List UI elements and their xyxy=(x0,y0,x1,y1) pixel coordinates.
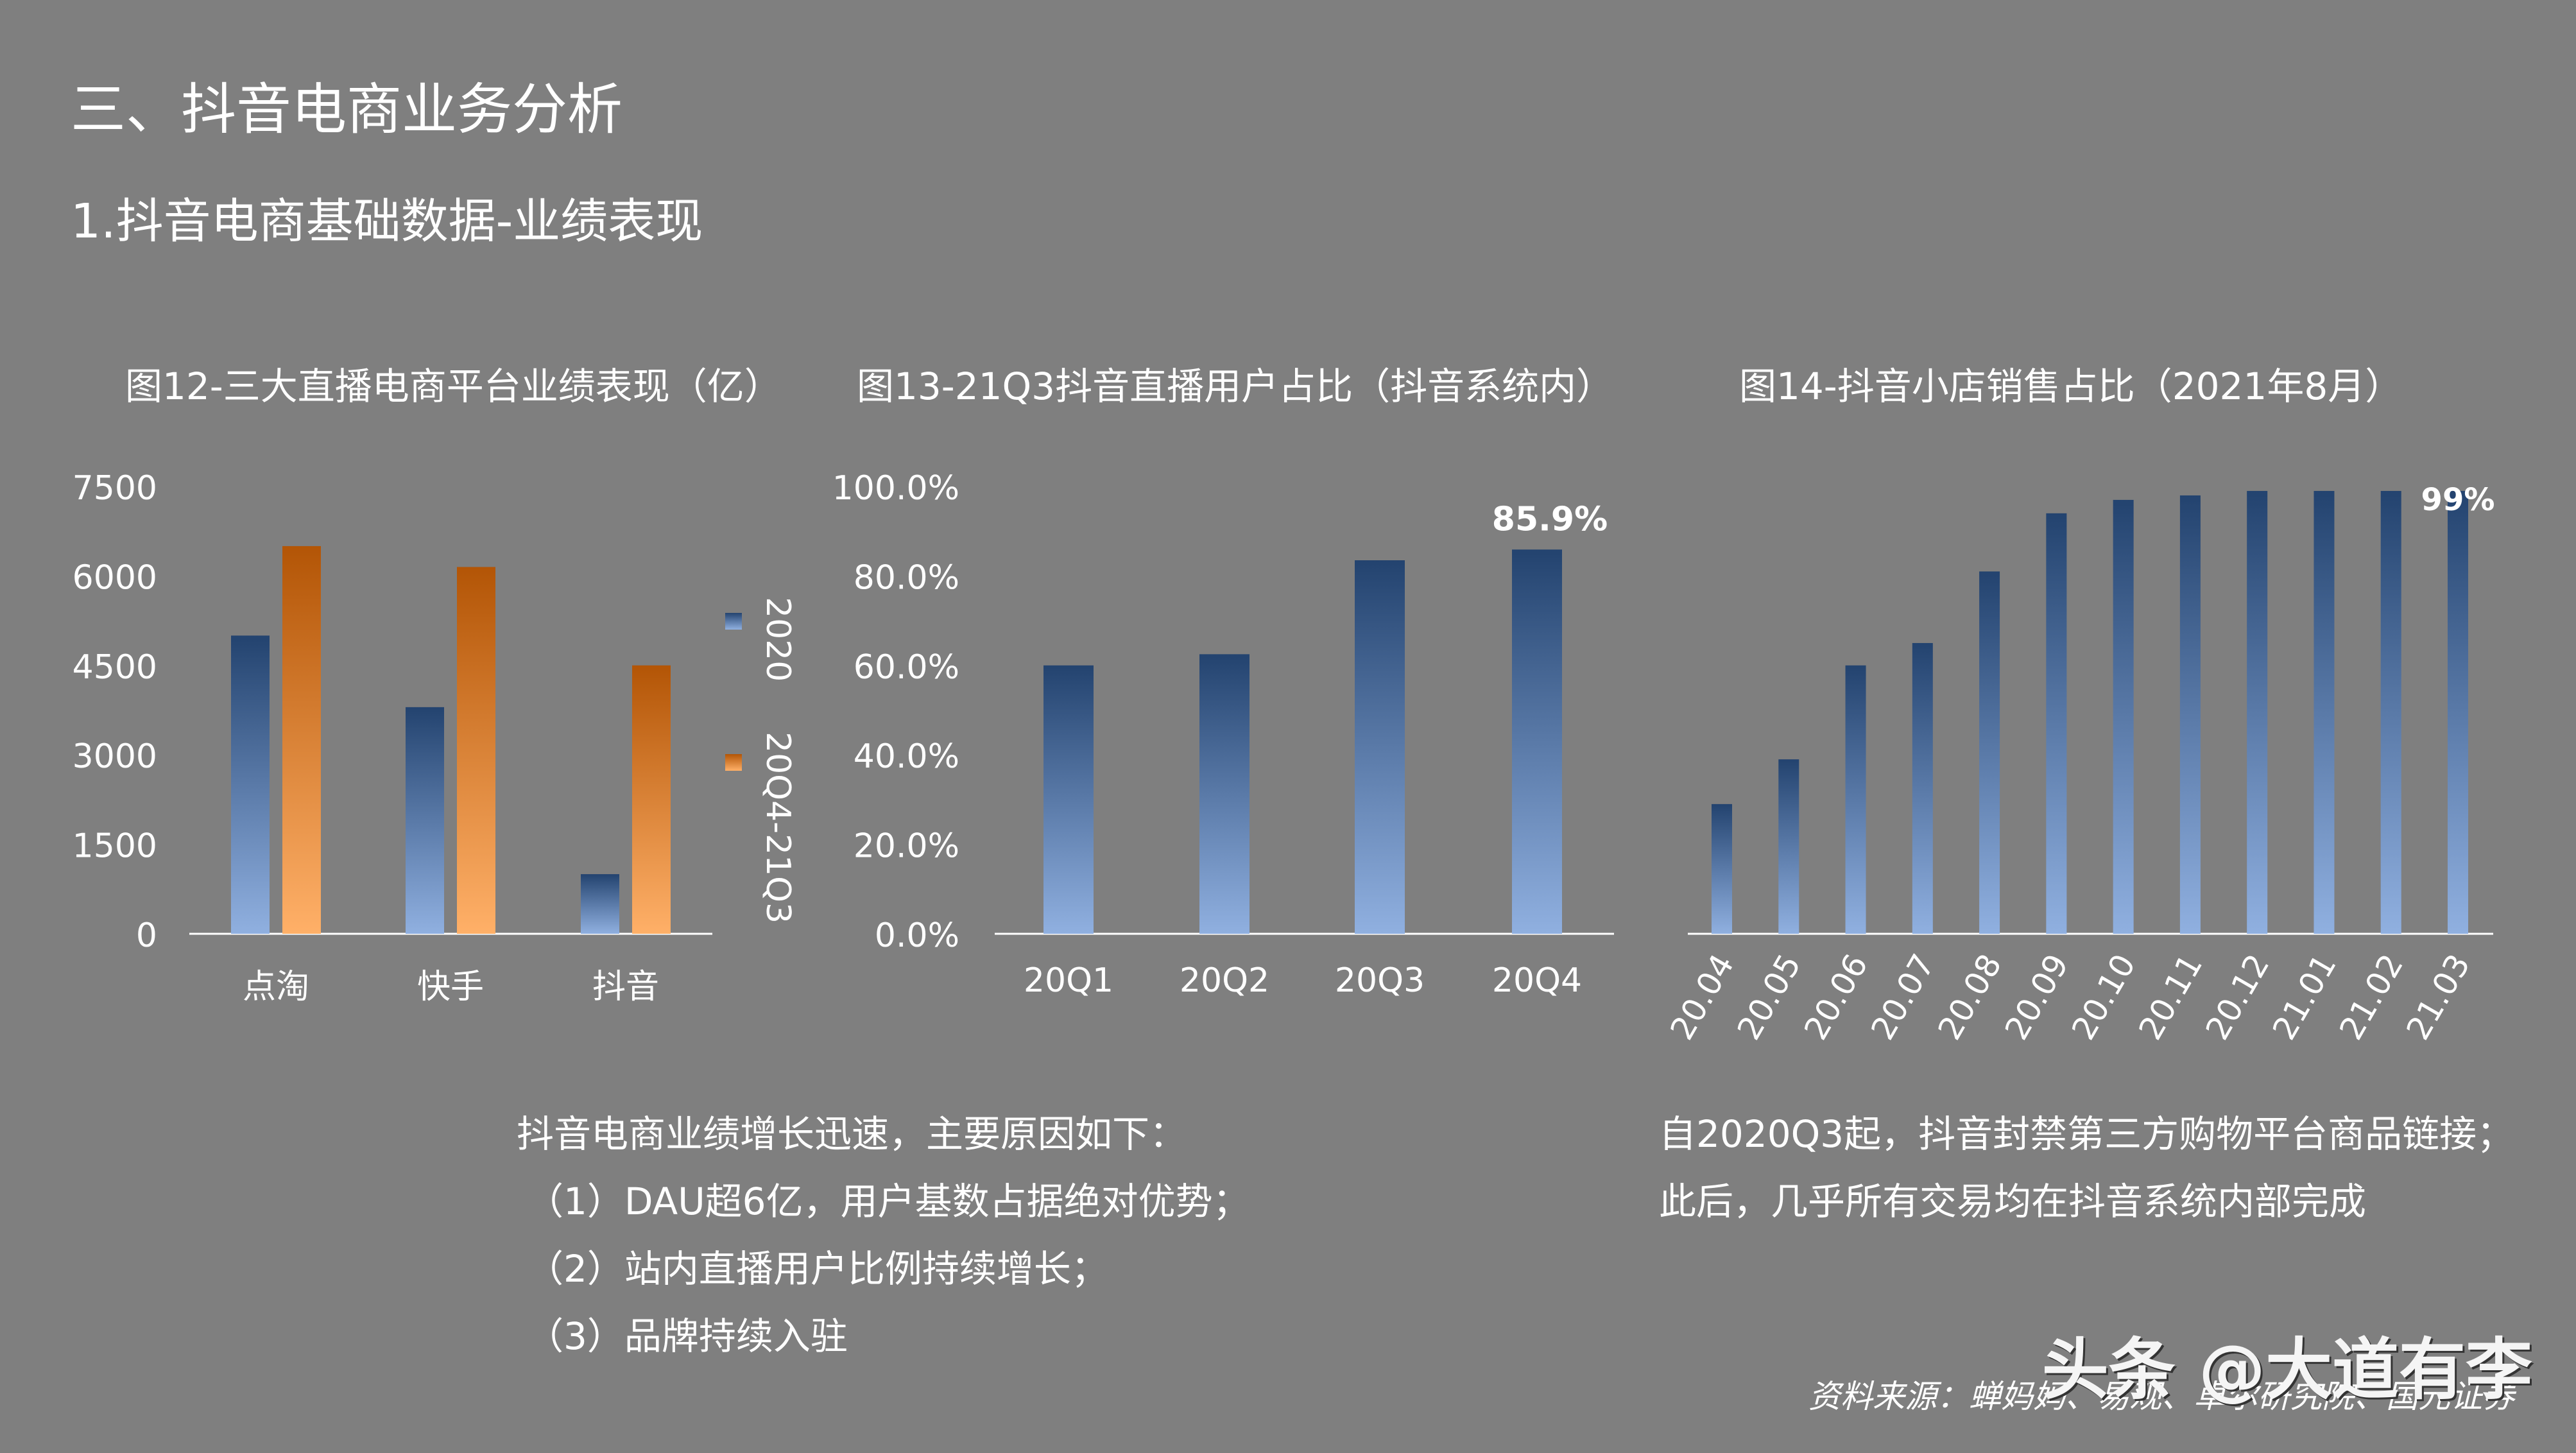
chart3-bar-20.12 xyxy=(2247,490,2268,934)
chart3-xtick: 21.03 xyxy=(2400,948,2478,1046)
chart1-ytick: 1500 xyxy=(73,827,157,866)
chart3-xtick: 20.07 xyxy=(1864,948,1942,1046)
chart2-ytick: 40.0% xyxy=(854,737,959,776)
source-note: 资料来源：蝉妈妈、易观、卓尔研究院、国元证券 xyxy=(1808,1378,2514,1415)
note-left-item-1: （1）DAU超6亿，用户基数占据绝对优势； xyxy=(526,1180,1250,1223)
chart3-bar-20.09 xyxy=(2046,513,2067,934)
chart3-bar-21.02 xyxy=(2380,490,2401,934)
chart1-bar-2020-点淘 xyxy=(231,635,270,934)
chart1-ytick: 0 xyxy=(136,916,157,955)
note-right-line-1: 自2020Q3起，抖音封禁第三方购物平台商品链接； xyxy=(1659,1112,2514,1156)
chart1-platform-revenue: 0 1500 3000 4500 6000 7500 点淘 快手 抖音 2020 20Q4-21Q3 xyxy=(73,469,797,1006)
chart2-xtick: 20Q3 xyxy=(1335,961,1425,1000)
chart1-title: 图12-三大直播电商平台业绩表现（亿） xyxy=(125,365,782,408)
chart1-bar-2020-抖音 xyxy=(581,874,619,934)
chart2-bar-20Q2 xyxy=(1199,654,1249,934)
chart3-xtick: 20.11 xyxy=(2132,948,2210,1046)
chart2-ytick: 60.0% xyxy=(854,648,959,687)
chart3-xtick: 21.01 xyxy=(2265,948,2344,1046)
chart3-xtick: 20.08 xyxy=(1931,948,2009,1046)
chart2-live-user-share: 0.0% 20.0% 40.0% 60.0% 80.0% 100.0% 20Q1 20Q2 20… xyxy=(832,469,1614,1000)
chart3-xtick: 20.05 xyxy=(1730,948,1808,1046)
chart2-ytick: 0.0% xyxy=(875,916,959,955)
chart2-ytick: 100.0% xyxy=(832,469,959,508)
chart3-bar-20.10 xyxy=(2113,499,2134,934)
chart3-xtick: 20.06 xyxy=(1797,948,1875,1046)
chart3-xtick: 20.09 xyxy=(1998,948,2076,1046)
watermark: 头条 @大道有李 xyxy=(2041,1330,2532,1409)
chart3-bar-21.01 xyxy=(2314,490,2335,934)
chart2-title: 图13-21Q3抖音直播用户占比（抖音系统内） xyxy=(857,365,1614,408)
chart1-bar-20Q4-21Q3-点淘 xyxy=(282,546,321,934)
chart2-data-label: 85.9% xyxy=(1492,500,1608,538)
chart3-bar-20.07 xyxy=(1912,642,1933,934)
chart3-bar-20.08 xyxy=(1979,571,2000,934)
chart1-legend-swatch xyxy=(725,754,742,771)
note-left-heading: 抖音电商业绩增长迅速，主要原因如下： xyxy=(517,1112,1187,1156)
chart2-bar-20Q4 xyxy=(1512,549,1562,934)
chart2-ytick: 20.0% xyxy=(854,827,959,866)
chart1-bar-2020-快手 xyxy=(406,707,444,934)
chart1-xtick: 快手 xyxy=(417,968,484,1006)
chart3-xtick: 20.12 xyxy=(2199,948,2277,1046)
chart1-ytick: 6000 xyxy=(73,558,157,597)
chart3-xtick: 21.02 xyxy=(2332,948,2410,1046)
note-left-item-3: （3）品牌持续入驻 xyxy=(526,1314,848,1358)
chart1-bar-20Q4-21Q3-快手 xyxy=(457,567,495,934)
chart3-bar-20.06 xyxy=(1845,665,1866,934)
chart3-xtick: 20.10 xyxy=(2065,948,2143,1046)
slide-title: 三、抖音电商业务分析 xyxy=(71,78,623,142)
note-right-line-2: 此后，几乎所有交易均在抖音系统内部完成 xyxy=(1659,1180,2367,1223)
chart3-title: 图14-抖音小店销售占比（2021年8月） xyxy=(1739,365,2403,408)
chart1-ytick: 7500 xyxy=(73,469,157,508)
slide-subtitle: 1.抖音电商基础数据-业绩表现 xyxy=(71,194,703,249)
chart3-shop-sales-share: 20.0420.0520.0620.0720.0820.0920.1020.11… xyxy=(1663,482,2495,1046)
chart2-xtick: 20Q4 xyxy=(1492,961,1582,1000)
chart1-legend-label: 2020 xyxy=(759,597,797,682)
note-left-item-2: （2）站内直播用户比例持续增长； xyxy=(526,1247,1108,1291)
chart3-data-label: 99% xyxy=(2421,482,2495,518)
chart3-bar-20.04 xyxy=(1712,804,1732,934)
chart1-ytick: 3000 xyxy=(73,737,157,776)
chart1-xtick: 抖音 xyxy=(592,968,659,1006)
chart2-ytick: 80.0% xyxy=(854,558,959,597)
chart2-xtick: 20Q1 xyxy=(1024,961,1113,1000)
chart3-bar-20.11 xyxy=(2179,495,2201,934)
chart3-bar-21.03 xyxy=(2448,490,2468,934)
chart1-ytick: 4500 xyxy=(73,648,157,687)
chart3-bar-20.05 xyxy=(1778,759,1799,934)
chart1-bar-20Q4-21Q3-抖音 xyxy=(632,665,671,934)
chart1-legend-swatch xyxy=(725,613,742,630)
chart2-bar-20Q1 xyxy=(1043,665,1094,934)
chart2-xtick: 20Q2 xyxy=(1180,961,1269,1000)
chart1-legend-label: 20Q4-21Q3 xyxy=(759,732,797,924)
chart3-xtick: 20.04 xyxy=(1663,948,1742,1046)
chart2-bar-20Q3 xyxy=(1355,560,1405,934)
chart1-xtick: 点淘 xyxy=(243,968,309,1006)
